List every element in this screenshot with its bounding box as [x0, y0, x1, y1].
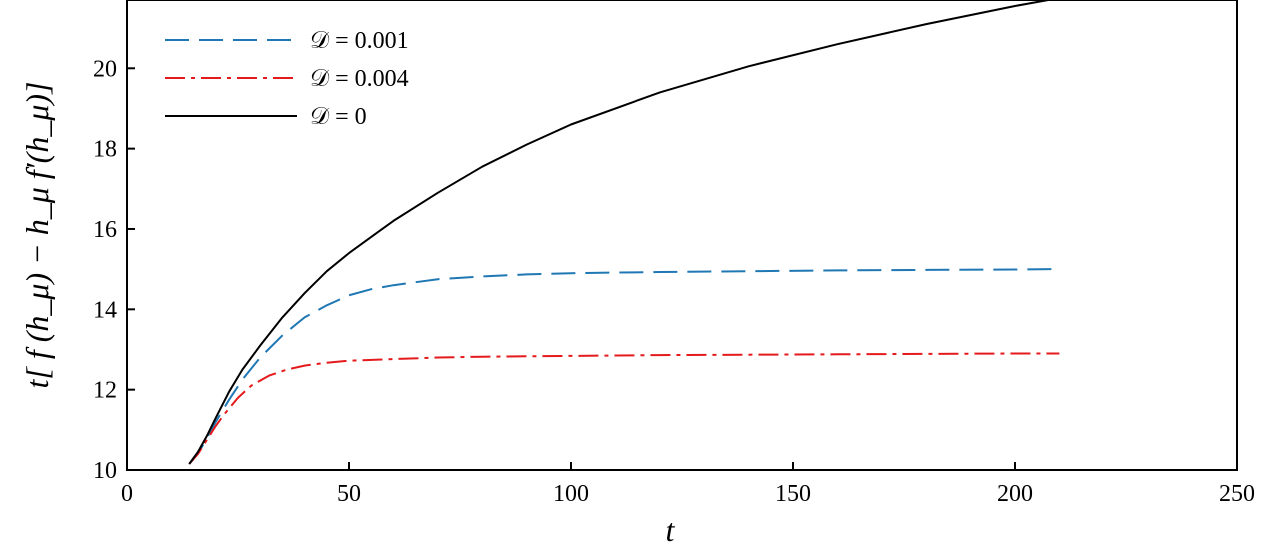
y-tick-label: 18 [93, 137, 117, 163]
legend-label-d0: 𝒟 = 0 [310, 104, 367, 130]
y-tick-label: 16 [93, 217, 117, 243]
x-tick-label: 50 [337, 481, 361, 507]
x-tick-label: 200 [997, 481, 1033, 507]
y-tick-label: 20 [93, 56, 117, 82]
y-tick-label: 10 [93, 458, 117, 484]
series-line-1 [188, 352, 1060, 465]
series-line-0 [188, 268, 1060, 465]
series-lines [188, 0, 1060, 465]
legend-label-d0001: 𝒟 = 0.001 [310, 28, 409, 54]
plot-frame [126, 0, 1238, 471]
x-tick-label: 100 [553, 481, 589, 507]
x-axis-label: t [666, 512, 676, 548]
legend-label-d0004: 𝒟 = 0.004 [310, 66, 409, 92]
y-axis-label: t[ f (h_μ) − h_μ f′(h_μ)] [19, 82, 55, 389]
x-tick-label: 150 [775, 481, 811, 507]
x-tick-label: 250 [1219, 481, 1255, 507]
axis-ticks: 0 50 100 150 200 250 10 12 14 16 18 20 [93, 56, 1255, 507]
legend: 𝒟 = 0.001 𝒟 = 0.004 𝒟 = 0 [165, 28, 409, 130]
x-tick-label: 0 [121, 481, 133, 507]
y-tick-label: 12 [93, 378, 117, 404]
series-line-2 [188, 0, 1054, 465]
y-tick-label: 14 [93, 297, 117, 323]
